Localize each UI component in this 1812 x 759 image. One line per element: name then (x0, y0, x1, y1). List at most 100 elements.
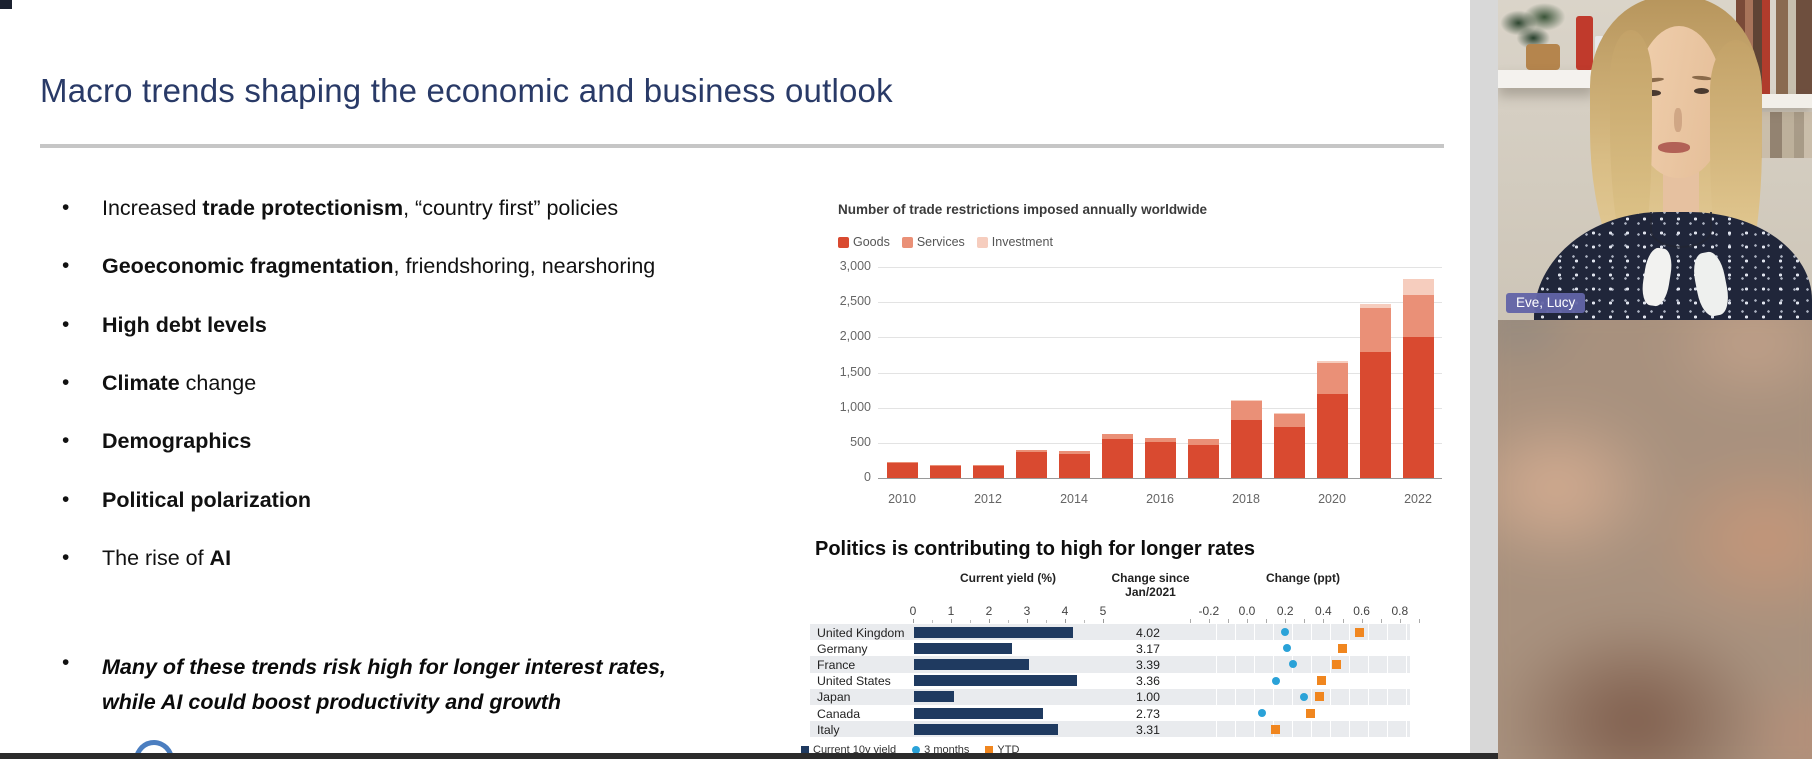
legend-label: Investment (991, 235, 1053, 249)
bullet-item: • Political polarization (62, 487, 311, 513)
bar-segment-goods (1273, 427, 1305, 478)
chart2-body: 0 1 2 3 4 5 -0.2 0.0 0.2 0.4 0.6 0.8 United Kingdom 4… (810, 604, 1420, 738)
ppt-axis-label: 0.4 (1315, 604, 1332, 618)
three-months-dot (1300, 692, 1309, 701)
legend-item-investment: Investment (976, 235, 1053, 249)
bar-segment-goods (929, 465, 961, 478)
gridline (878, 337, 1442, 339)
gridline (878, 302, 1442, 304)
yield-value: 2.73 (1136, 706, 1160, 721)
window-artifact (0, 0, 12, 9)
yield-axis-tick (913, 619, 914, 623)
bullet-item: • Climate change (62, 370, 256, 396)
legend-item-goods: Goods (838, 235, 890, 249)
yield-axis-label: 4 (1061, 604, 1069, 618)
bullet-text-part: trade protectionism (202, 196, 404, 220)
yield-value: 1.00 (1136, 690, 1160, 705)
bullet-dot: • (62, 196, 70, 219)
bar-segment-goods (1316, 394, 1348, 478)
panel-gutter (1470, 0, 1498, 759)
bar-segment-services (1101, 434, 1133, 439)
row-stripe-lattice (1198, 656, 1410, 673)
ppt-axis-tick (1247, 619, 1248, 623)
bullet-dot: • (62, 313, 70, 336)
legend-marker (801, 746, 809, 754)
yield-axis-tick (951, 619, 952, 623)
bar-segment-goods (1359, 352, 1391, 478)
ppt-axis-label: 0.6 (1353, 604, 1370, 618)
yield-axis-label: 2 (985, 604, 993, 618)
ppt-axis-tick (1304, 619, 1306, 623)
yield-value: 3.36 (1136, 674, 1160, 689)
bar-segment-investment (1402, 279, 1434, 295)
person-lips (1658, 142, 1690, 153)
country-label: Japan (817, 690, 851, 705)
yield-axis-minor-tick (1084, 620, 1085, 623)
yield-axis-tick (1027, 619, 1028, 623)
bullet-text: The rise of AI (102, 545, 231, 571)
bullet-text: Political polarization (102, 487, 311, 513)
bullet-dot: • (62, 651, 70, 674)
participant-name-tag: Eve, Lucy (1506, 293, 1586, 313)
yield-axis-label: 0 (909, 604, 917, 618)
yield-bar (914, 691, 954, 703)
column-header-change-ppt: Change (ppt) (1266, 571, 1340, 585)
gridline (878, 478, 1442, 479)
gridline (878, 372, 1442, 374)
legend-label: Goods (853, 235, 890, 249)
chart1-plot: 0 500 1,000 1,500 2,000 2,500 3,000 2010 2012 201… (839, 259, 1442, 506)
legend-marker (985, 746, 994, 754)
three-months-dot (1258, 709, 1267, 717)
bar-segment-services (972, 464, 1004, 466)
bar-segment-services (1402, 294, 1434, 338)
yield-axis-tick (1103, 619, 1104, 623)
yield-bar (914, 626, 1073, 638)
country-label: United Kingdom (817, 625, 905, 640)
participant-video[interactable]: Eve, Lucy (1498, 0, 1812, 320)
ppt-axis-tick (1418, 619, 1420, 623)
chart1-title: Number of trade restrictions imposed ann… (838, 202, 1208, 217)
gridline (878, 267, 1442, 268)
y-axis-label: 2,500 (839, 294, 871, 309)
x-axis-label: 2012 (974, 492, 1002, 506)
rates-chart: Politics is contributing to high for lon… (801, 538, 1420, 756)
bar-segment-services (929, 464, 961, 466)
ytd-square (1317, 676, 1326, 686)
yield-axis-label: 5 (1099, 604, 1107, 618)
red-bottle-decor (1576, 16, 1593, 70)
bullet-text-part: Increased (102, 196, 203, 220)
yield-axis-label: 3 (1023, 604, 1031, 618)
bullet-text: Increased trade protectionism, “country … (102, 195, 618, 221)
bar-segment-services (1187, 439, 1219, 445)
bullet-text: Climate change (102, 370, 256, 396)
bar-segment-goods (1402, 337, 1434, 478)
row-stripe-lattice (1198, 721, 1410, 738)
chart2-title: Politics is contributing to high for lon… (815, 538, 1256, 560)
person-necklace (1650, 212, 1712, 248)
person-eye-left (1646, 90, 1661, 96)
bar-segment-investment (1230, 399, 1262, 402)
legend-item-services: Services (901, 235, 965, 249)
bar-segment-goods (1101, 438, 1133, 478)
bar-segment-goods (1015, 452, 1047, 478)
bar-segment-services (1144, 437, 1176, 442)
title-divider (40, 144, 1444, 148)
slide-title: Macro trends shaping the economic and bu… (40, 72, 893, 109)
ppt-axis-label: -0.2 (1198, 604, 1220, 618)
blurred-video[interactable] (1498, 320, 1812, 759)
gridline (878, 407, 1442, 409)
ppt-axis-tick (1266, 619, 1268, 623)
slide: Macro trends shaping the economic and bu… (0, 0, 1444, 759)
x-axis-label: 2014 (1060, 492, 1088, 506)
bar-segment-services (1230, 401, 1262, 421)
ytd-square (1271, 724, 1281, 734)
yield-axis-minor-tick (970, 620, 971, 623)
bar-segment-goods (972, 466, 1004, 478)
bar-segment-goods (1058, 453, 1090, 478)
y-axis-label: 1,000 (839, 399, 871, 414)
ytd-square (1315, 692, 1325, 702)
blurred-video-content (1498, 320, 1812, 759)
ppt-axis-tick (1227, 619, 1229, 623)
row-stripe-lattice (1198, 624, 1410, 641)
